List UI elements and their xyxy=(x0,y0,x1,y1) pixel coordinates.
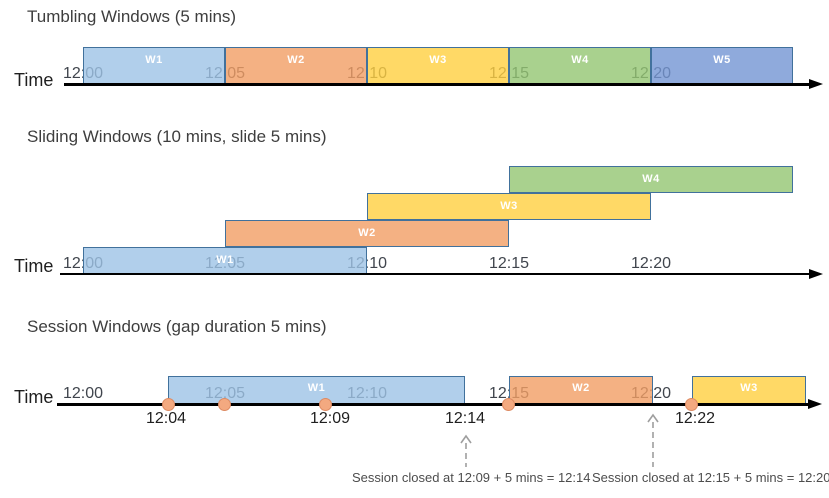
sliding-section-title: Sliding Windows (10 mins, slide 5 mins) xyxy=(27,127,327,146)
session-window-w2: W2 xyxy=(509,376,653,405)
session-event-label-1209: 12:09 xyxy=(309,410,351,427)
session-event-label-1222: 12:22 xyxy=(674,410,716,427)
sliding-window-w2: W2 xyxy=(225,220,509,247)
sliding-tick-1215: 12:15 xyxy=(488,255,530,272)
tumbling-window-w5: W5 xyxy=(651,47,793,85)
session-event-label-1204: 12:04 xyxy=(145,410,187,427)
session-window-w3-label: W3 xyxy=(740,382,758,394)
sliding-window-w1: W1 xyxy=(83,247,367,274)
sliding-window-w2-label: W2 xyxy=(358,227,376,239)
tumbling-window-w2: W2 xyxy=(225,47,367,85)
event-dot-1215 xyxy=(502,398,515,411)
session-window-w3: W3 xyxy=(692,376,806,405)
session-window-w1-label: W1 xyxy=(307,382,326,394)
tumbling-window-w1: W1 xyxy=(83,47,225,85)
session-close-annotation-1: Session closed at 12:09 + 5 mins = 12:14 xyxy=(352,470,591,485)
session-time-axis-label: Time xyxy=(14,387,54,407)
event-dot-1204 xyxy=(162,398,175,411)
tumbling-time-axis-label: Time xyxy=(14,70,54,90)
sliding-axis-arrowhead-icon xyxy=(809,268,823,279)
dashed-arrow-to-1214-icon xyxy=(460,434,472,467)
tumbling-axis-arrowhead-icon xyxy=(809,79,823,89)
sliding-time-axis xyxy=(60,272,810,275)
session-window-w2-label: W2 xyxy=(572,382,590,394)
session-section-title: Session Windows (gap duration 5 mins) xyxy=(27,317,327,336)
session-window-w1: W1 xyxy=(168,376,465,405)
tumbling-window-w3: W3 xyxy=(367,47,509,85)
dashed-arrow-to-1220-icon xyxy=(647,413,659,467)
tumbling-window-w2-label: W2 xyxy=(287,54,305,66)
sliding-window-w3: W3 xyxy=(367,193,651,220)
session-close-label-1214: 12:14 xyxy=(444,410,486,427)
event-dot-1206 xyxy=(218,398,231,411)
event-dot-1209 xyxy=(319,398,332,411)
event-dot-1222 xyxy=(685,398,698,411)
tumbling-time-axis xyxy=(64,83,810,86)
sliding-time-axis-label: Time xyxy=(14,256,54,276)
tumbling-window-w5-label: W5 xyxy=(713,54,731,66)
tumbling-window-w4-label: W4 xyxy=(571,54,589,66)
tumbling-window-w1-label: W1 xyxy=(145,54,163,66)
tumbling-window-w4: W4 xyxy=(509,47,651,85)
sliding-window-w3-label: W3 xyxy=(500,200,518,212)
sliding-tick-1220: 12:20 xyxy=(630,255,672,272)
tumbling-section-title: Tumbling Windows (5 mins) xyxy=(27,7,237,26)
session-time-axis xyxy=(57,403,809,406)
sliding-window-w1-label: W1 xyxy=(216,254,234,266)
session-axis-arrowhead-icon xyxy=(808,399,822,409)
session-close-annotation-2: Session closed at 12:15 + 5 mins = 12:20 xyxy=(592,470,829,485)
session-tick-1200: 12:00 xyxy=(62,385,104,402)
tumbling-window-w3-label: W3 xyxy=(429,54,447,66)
sliding-window-w4-label: W4 xyxy=(642,173,660,185)
sliding-window-w4: W4 xyxy=(509,166,793,193)
